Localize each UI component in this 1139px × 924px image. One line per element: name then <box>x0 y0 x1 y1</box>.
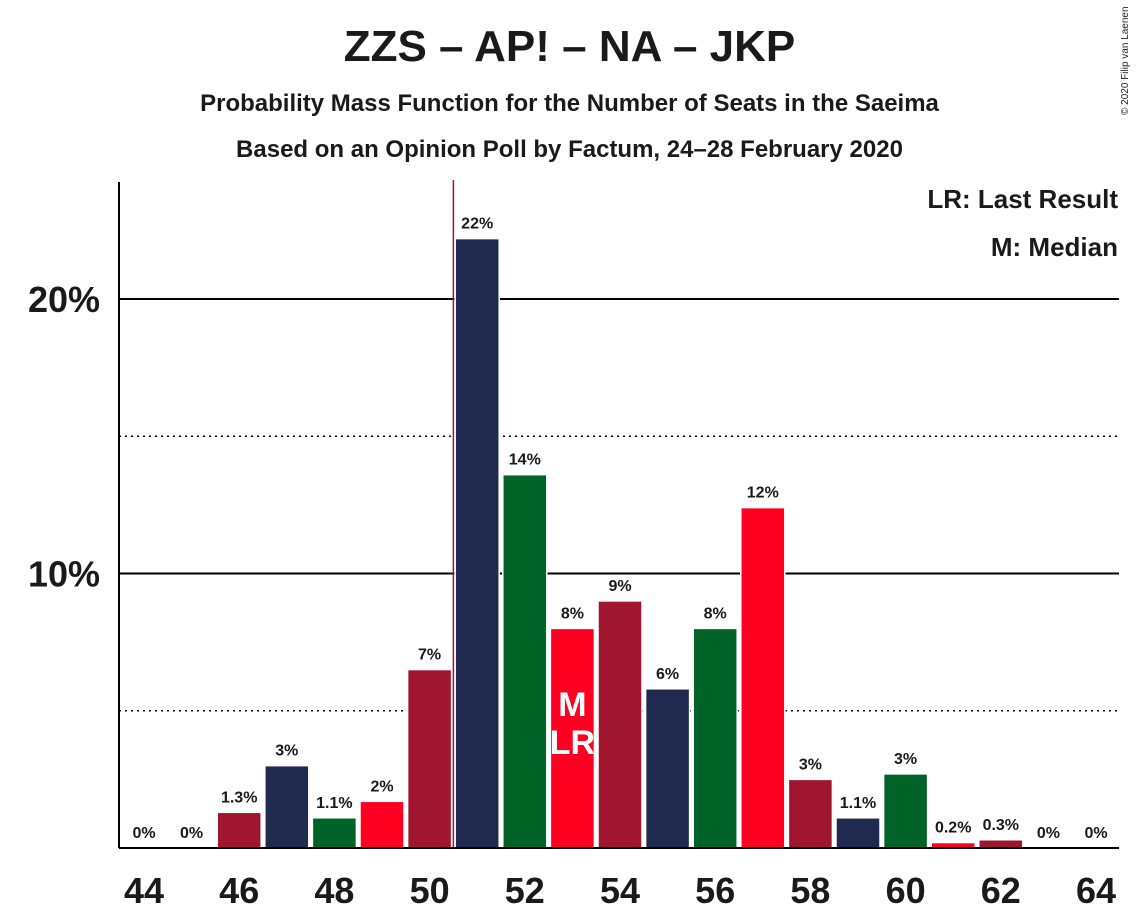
bar <box>978 839 1024 849</box>
bar <box>359 800 405 849</box>
x-tick-label: 58 <box>790 870 830 911</box>
bar-value-label: 0.3% <box>983 817 1019 834</box>
bar-value-label: 0% <box>1037 825 1060 842</box>
chart-title: ZZS – AP! – NA – JKP <box>343 22 796 71</box>
bar-value-label: 14% <box>509 452 541 469</box>
bar-value-label: 1.1% <box>316 795 352 812</box>
chart-subtitle: Probability Mass Function for the Number… <box>200 90 939 117</box>
bar-value-label: 1.3% <box>221 789 257 806</box>
y-tick-label: 20% <box>28 279 100 320</box>
bar <box>216 811 262 849</box>
bar <box>644 688 691 849</box>
x-tick-label: 48 <box>314 870 354 911</box>
last-result-marker: LR <box>550 724 595 762</box>
x-tick-label: 56 <box>695 870 735 911</box>
bar <box>502 473 548 849</box>
bar-value-label: 1.1% <box>840 795 876 812</box>
x-tick-label: 50 <box>410 870 450 911</box>
x-tick-label: 52 <box>505 870 545 911</box>
bar <box>311 817 358 849</box>
x-tick-label: 62 <box>981 870 1021 911</box>
legend-median: M: Median <box>990 232 1118 262</box>
bar-value-label: 3% <box>799 756 822 773</box>
bar <box>787 778 834 849</box>
bar-value-label: 0% <box>180 825 203 842</box>
bar-value-label: 8% <box>704 605 727 622</box>
bar-value-label: 0.2% <box>935 820 971 837</box>
bar-value-label: 12% <box>747 485 779 502</box>
x-tick-label: 46 <box>219 870 259 911</box>
bar-value-label: 6% <box>656 666 679 683</box>
bar-value-label: 0% <box>1084 825 1107 842</box>
bar-value-label: 3% <box>894 751 917 768</box>
x-tick-label: 44 <box>124 870 164 911</box>
bar <box>454 237 500 849</box>
chart-subtitle-source: Based on an Opinion Poll by Factum, 24–2… <box>236 136 903 163</box>
bar-value-label: 3% <box>275 743 298 760</box>
bar <box>597 600 643 849</box>
legend-last-result: LR: Last Result <box>927 184 1118 214</box>
bar <box>264 764 310 849</box>
bar <box>882 773 929 849</box>
bar <box>692 627 738 849</box>
x-tick-label: 64 <box>1076 870 1116 911</box>
bar <box>406 668 453 849</box>
bar <box>835 817 881 849</box>
bar-value-label: 7% <box>418 647 441 664</box>
y-tick-label: 10% <box>28 554 100 595</box>
bar <box>740 506 786 849</box>
x-tick-label: 60 <box>886 870 926 911</box>
median-marker: M <box>558 686 586 724</box>
bar-value-label: 9% <box>608 578 631 595</box>
bar-value-label: 8% <box>561 605 584 622</box>
bar-value-label: 0% <box>132 825 155 842</box>
bar-value-label: 2% <box>370 778 393 795</box>
bar-value-label: 22% <box>461 216 493 233</box>
x-tick-label: 54 <box>600 870 640 911</box>
